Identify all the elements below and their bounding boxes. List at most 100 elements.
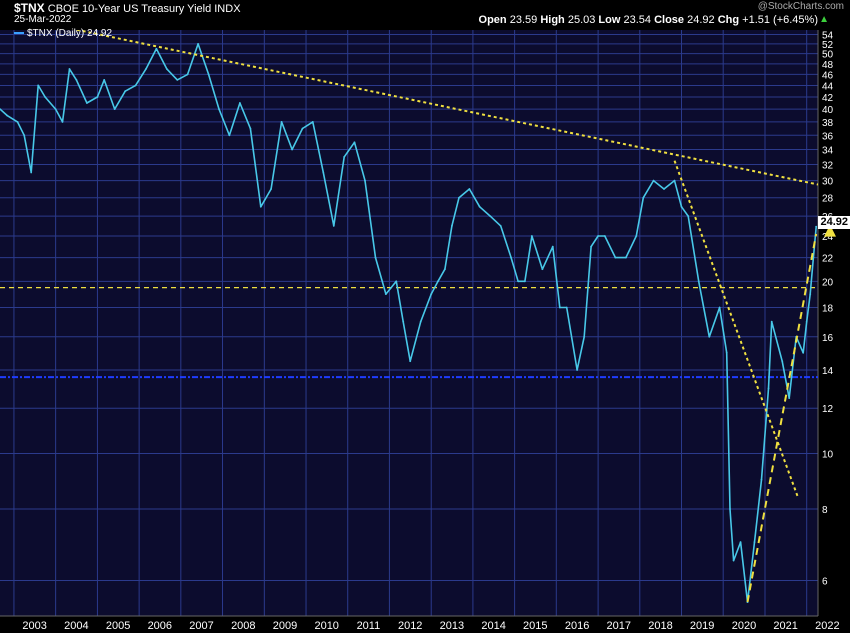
chg-value: +1.51 (+6.45%) bbox=[742, 14, 818, 26]
data-point bbox=[781, 360, 784, 363]
data-point bbox=[23, 134, 26, 137]
y-tick-label: 46 bbox=[822, 70, 834, 81]
high-label: High bbox=[540, 14, 565, 26]
date-label: 25-Mar-2022 bbox=[14, 14, 72, 25]
data-point bbox=[523, 280, 526, 283]
data-point bbox=[86, 102, 88, 104]
data-point bbox=[68, 68, 71, 70]
data-point bbox=[30, 171, 33, 174]
data-point bbox=[708, 335, 711, 338]
data-point bbox=[259, 205, 262, 208]
data-point bbox=[155, 47, 158, 50]
data-point bbox=[802, 351, 805, 354]
data-point bbox=[815, 225, 818, 228]
data-point bbox=[0, 108, 1, 111]
data-point bbox=[489, 215, 492, 218]
data-point bbox=[576, 369, 578, 371]
data-point bbox=[16, 120, 19, 123]
data-point bbox=[291, 148, 293, 151]
data-point bbox=[603, 235, 606, 237]
yield-series-line bbox=[0, 43, 817, 603]
data-point bbox=[652, 179, 655, 182]
data-point bbox=[642, 196, 645, 199]
x-tick-label: 2015 bbox=[523, 620, 547, 632]
y-tick-label: 16 bbox=[822, 333, 834, 344]
legend-swatch bbox=[14, 32, 24, 35]
data-point bbox=[249, 127, 252, 130]
x-tick-label: 2007 bbox=[189, 620, 213, 632]
data-point bbox=[770, 320, 773, 323]
data-point bbox=[551, 245, 554, 248]
x-tick-label: 2013 bbox=[440, 620, 464, 632]
data-point bbox=[409, 360, 412, 363]
data-point bbox=[75, 78, 78, 81]
trendline-3 bbox=[746, 233, 818, 603]
x-tick-label: 2020 bbox=[732, 620, 756, 632]
data-point bbox=[343, 156, 346, 158]
data-point bbox=[238, 102, 241, 104]
data-point bbox=[729, 508, 731, 510]
y-tick-label: 42 bbox=[822, 93, 834, 104]
close-value: 24.92 bbox=[687, 14, 715, 26]
y-tick-label: 32 bbox=[822, 161, 834, 172]
y-tick-label: 10 bbox=[822, 450, 834, 461]
data-point bbox=[788, 397, 791, 399]
x-tick-label: 2003 bbox=[22, 620, 46, 632]
symbol-label: $TNX bbox=[14, 1, 45, 15]
data-point bbox=[322, 171, 325, 174]
x-tick-label: 2012 bbox=[398, 620, 422, 632]
plot-area bbox=[0, 30, 818, 616]
data-point bbox=[44, 96, 47, 98]
x-tick-label: 2005 bbox=[106, 620, 130, 632]
y-tick-label: 14 bbox=[822, 366, 834, 377]
x-tick-label: 2022 bbox=[815, 620, 839, 632]
data-point bbox=[430, 293, 433, 295]
index-name: CBOE 10-Year US Treasury Yield INDX bbox=[47, 3, 241, 15]
ohlc-summary: Open 23.59 High 25.03 Low 23.54 Close 24… bbox=[479, 14, 818, 26]
open-value: 23.59 bbox=[509, 14, 538, 26]
data-point bbox=[760, 478, 763, 481]
data-point bbox=[597, 235, 600, 237]
x-tick-label: 2008 bbox=[231, 620, 255, 632]
data-point bbox=[444, 268, 446, 271]
data-point bbox=[517, 280, 520, 283]
data-point bbox=[530, 235, 533, 237]
data-point bbox=[558, 306, 561, 309]
data-point bbox=[176, 78, 179, 81]
x-tick-label: 2009 bbox=[273, 620, 297, 632]
data-point bbox=[565, 306, 568, 309]
data-point bbox=[635, 235, 638, 237]
y-tick-label: 34 bbox=[822, 145, 834, 156]
y-tick-label: 48 bbox=[822, 60, 834, 71]
data-point bbox=[197, 43, 199, 45]
data-point bbox=[301, 127, 304, 130]
trendline-1 bbox=[73, 30, 818, 186]
data-point bbox=[450, 224, 453, 227]
data-point bbox=[54, 108, 57, 111]
y-tick-label: 8 bbox=[822, 505, 828, 516]
data-point bbox=[270, 188, 272, 190]
data-point bbox=[812, 256, 815, 259]
x-tick-label: 2011 bbox=[357, 620, 381, 632]
y-tick-label: 24 bbox=[822, 232, 834, 243]
data-point bbox=[353, 141, 356, 144]
data-point bbox=[458, 196, 460, 199]
close-label: Close bbox=[654, 14, 685, 26]
y-tick-label: 20 bbox=[822, 277, 834, 288]
data-point bbox=[61, 120, 64, 123]
y-tick-label: 22 bbox=[822, 254, 834, 265]
y-tick-label: 52 bbox=[822, 40, 834, 51]
data-point bbox=[809, 293, 812, 295]
watermark: @StockCharts.com bbox=[757, 1, 844, 12]
data-point bbox=[113, 108, 116, 111]
data-point bbox=[6, 114, 8, 117]
x-tick-label: 2014 bbox=[481, 620, 505, 632]
x-tick-label: 2004 bbox=[64, 620, 88, 632]
data-point bbox=[96, 96, 99, 98]
y-tick-label: 50 bbox=[822, 50, 834, 61]
data-point bbox=[663, 188, 665, 190]
last-value-marker bbox=[824, 224, 836, 237]
x-tick-label: 2021 bbox=[773, 620, 797, 632]
